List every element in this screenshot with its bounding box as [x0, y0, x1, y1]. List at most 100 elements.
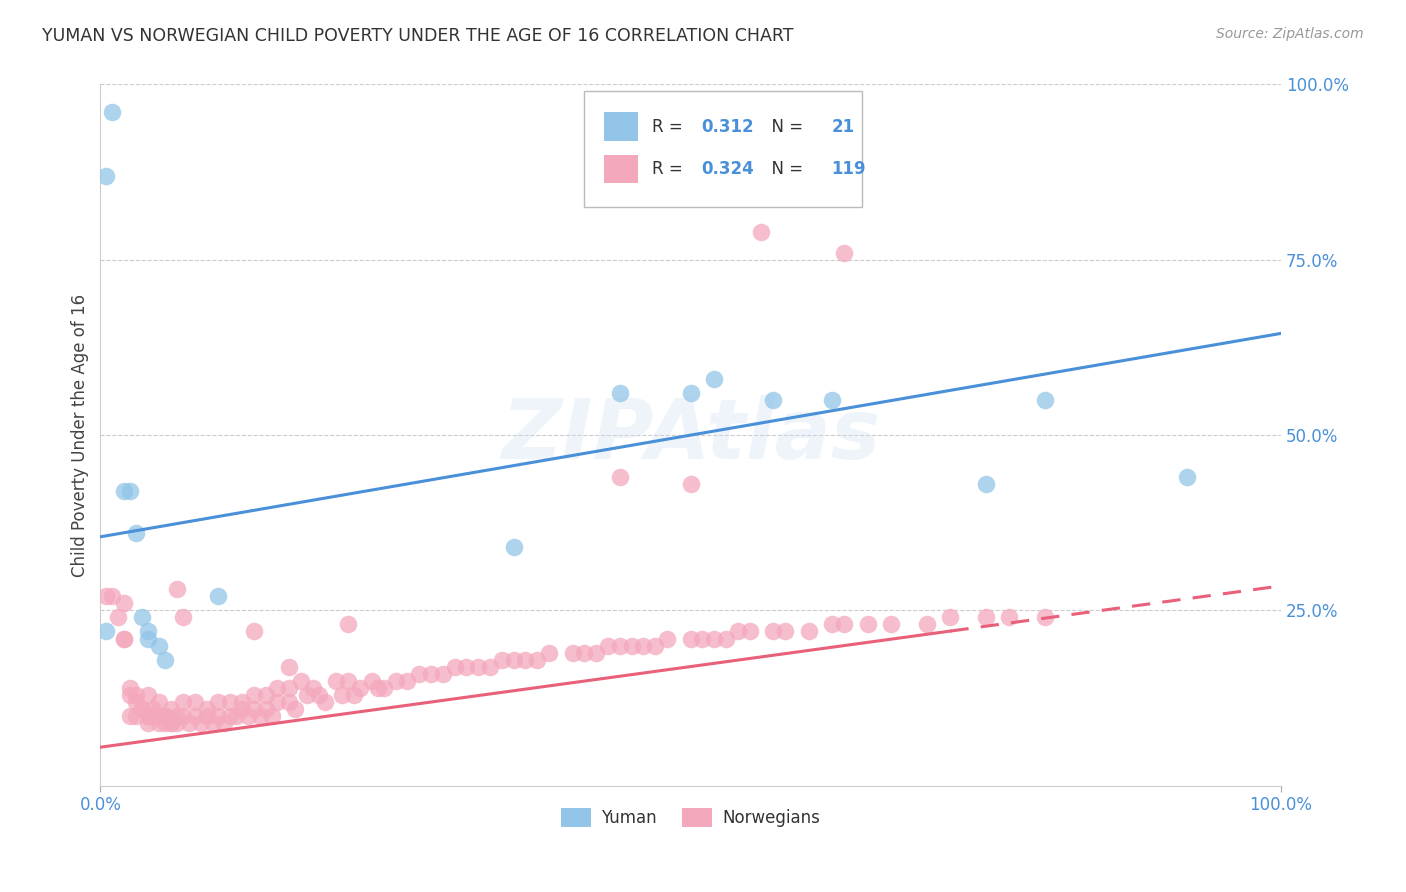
Point	[172, 695, 194, 709]
Point	[367, 681, 389, 695]
Point	[797, 624, 820, 639]
Point	[177, 715, 200, 730]
Point	[574, 646, 596, 660]
Point	[679, 477, 702, 491]
Point	[166, 582, 188, 597]
Point	[101, 590, 124, 604]
Point	[136, 708, 159, 723]
Point	[155, 652, 177, 666]
Point	[160, 701, 183, 715]
Point	[231, 701, 253, 715]
Point	[456, 659, 478, 673]
Point	[537, 646, 560, 660]
Point	[633, 639, 655, 653]
Point	[125, 708, 148, 723]
Point	[260, 708, 283, 723]
Text: R =: R =	[652, 118, 688, 136]
Text: 0.324: 0.324	[702, 160, 754, 178]
Point	[118, 484, 141, 499]
Point	[243, 688, 266, 702]
Legend: Yuman, Norwegians: Yuman, Norwegians	[555, 801, 827, 833]
Point	[467, 659, 489, 673]
Point	[1033, 392, 1056, 407]
Point	[172, 708, 194, 723]
Point	[1175, 470, 1198, 484]
Point	[112, 484, 135, 499]
Point	[526, 652, 548, 666]
Point	[136, 688, 159, 702]
Point	[195, 708, 218, 723]
Point	[939, 610, 962, 624]
Point	[118, 708, 141, 723]
Point	[408, 666, 430, 681]
Point	[561, 646, 583, 660]
Point	[172, 610, 194, 624]
Point	[136, 624, 159, 639]
Text: R =: R =	[652, 160, 688, 178]
Point	[332, 688, 354, 702]
FancyBboxPatch shape	[585, 92, 862, 207]
Point	[142, 701, 165, 715]
Point	[214, 715, 236, 730]
Point	[118, 688, 141, 702]
Point	[148, 715, 170, 730]
Point	[266, 695, 288, 709]
Point	[278, 695, 301, 709]
Point	[201, 715, 224, 730]
Point	[751, 225, 773, 239]
Point	[278, 659, 301, 673]
Point	[609, 470, 631, 484]
Point	[1033, 610, 1056, 624]
Point	[432, 666, 454, 681]
Point	[136, 708, 159, 723]
Point	[243, 624, 266, 639]
Text: 21: 21	[831, 118, 855, 136]
Point	[219, 708, 242, 723]
Point	[396, 673, 419, 688]
Point	[236, 708, 259, 723]
Point	[478, 659, 501, 673]
Point	[596, 639, 619, 653]
Point	[148, 695, 170, 709]
Point	[101, 105, 124, 120]
Point	[880, 617, 903, 632]
Point	[225, 708, 247, 723]
Point	[343, 688, 366, 702]
Point	[644, 639, 666, 653]
Point	[166, 708, 188, 723]
Point	[738, 624, 761, 639]
Point	[679, 632, 702, 646]
Point	[148, 708, 170, 723]
Point	[160, 715, 183, 730]
Text: N =: N =	[762, 160, 808, 178]
FancyBboxPatch shape	[605, 154, 637, 183]
Point	[190, 715, 212, 730]
Point	[679, 386, 702, 401]
Point	[131, 701, 153, 715]
Point	[491, 652, 513, 666]
Point	[155, 708, 177, 723]
Point	[96, 590, 118, 604]
Point	[131, 701, 153, 715]
Point	[112, 632, 135, 646]
Point	[96, 624, 118, 639]
Point	[502, 652, 524, 666]
Point	[832, 245, 855, 260]
Point	[243, 701, 266, 715]
Point	[655, 632, 678, 646]
Point	[915, 617, 938, 632]
Point	[195, 701, 218, 715]
Point	[125, 526, 148, 541]
Point	[155, 715, 177, 730]
Point	[762, 392, 785, 407]
Point	[998, 610, 1021, 624]
Point	[254, 688, 277, 702]
Point	[349, 681, 371, 695]
Point	[773, 624, 796, 639]
Point	[419, 666, 441, 681]
Point	[832, 617, 855, 632]
Text: ZIPAtlas: ZIPAtlas	[501, 394, 880, 475]
Point	[155, 708, 177, 723]
Point	[160, 715, 183, 730]
Text: 119: 119	[831, 160, 866, 178]
